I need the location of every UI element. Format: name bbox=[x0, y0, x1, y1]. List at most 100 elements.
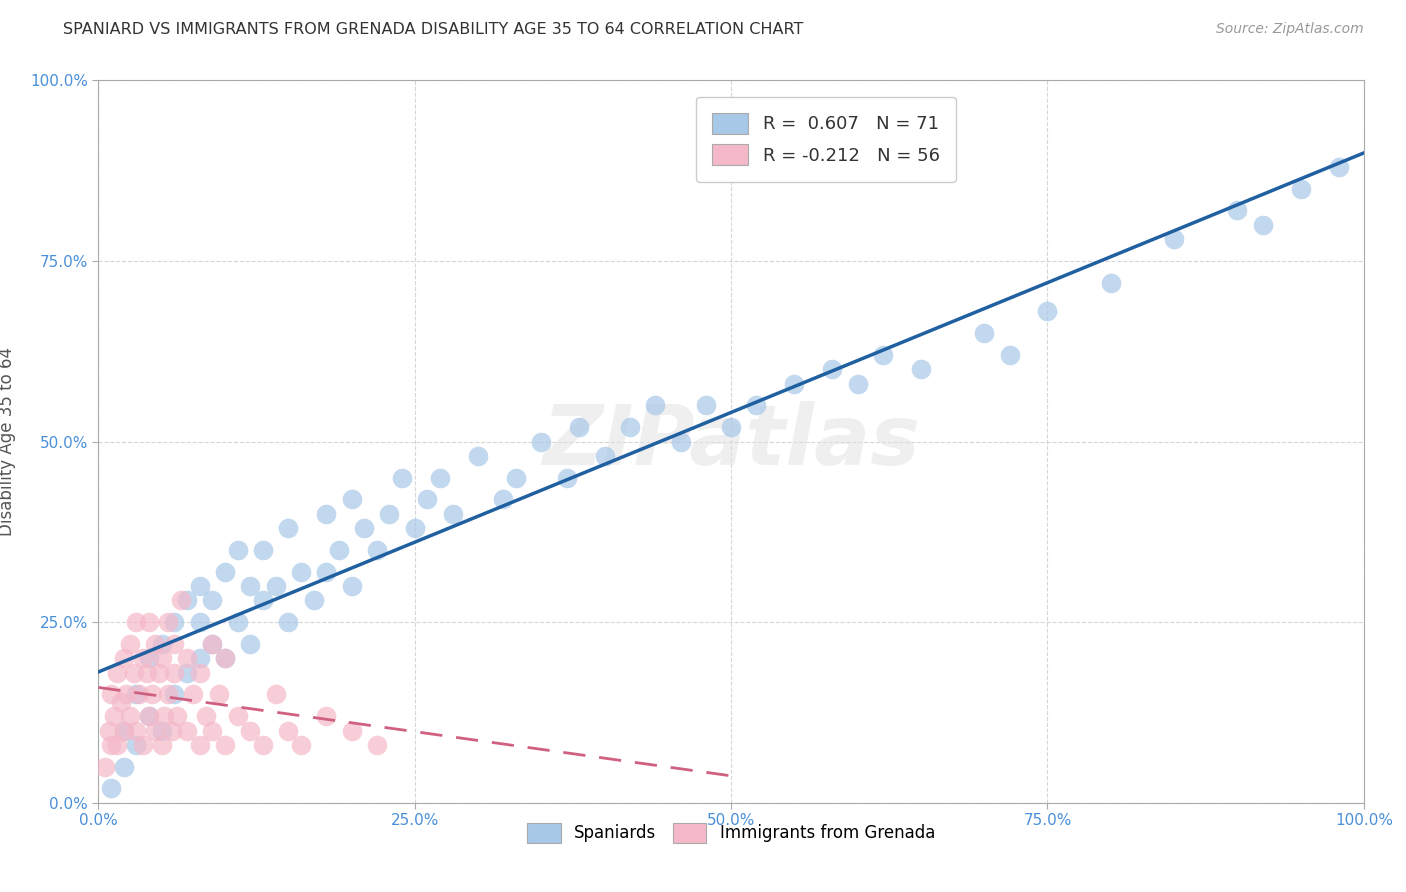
Point bbox=[239, 637, 262, 651]
Point bbox=[125, 738, 148, 752]
Point bbox=[1099, 276, 1122, 290]
Point bbox=[188, 579, 211, 593]
Point bbox=[340, 492, 363, 507]
Point bbox=[378, 507, 401, 521]
Point bbox=[157, 687, 180, 701]
Point bbox=[353, 521, 375, 535]
Point bbox=[150, 637, 173, 651]
Point bbox=[821, 362, 844, 376]
Point bbox=[264, 687, 287, 701]
Point bbox=[141, 687, 163, 701]
Point bbox=[157, 615, 180, 630]
Point bbox=[145, 723, 166, 738]
Point bbox=[872, 348, 894, 362]
Point bbox=[846, 376, 869, 391]
Point bbox=[120, 709, 141, 723]
Text: SPANIARD VS IMMIGRANTS FROM GRENADA DISABILITY AGE 35 TO 64 CORRELATION CHART: SPANIARD VS IMMIGRANTS FROM GRENADA DISA… bbox=[63, 22, 804, 37]
Point bbox=[568, 420, 591, 434]
Point bbox=[998, 348, 1021, 362]
Point bbox=[910, 362, 932, 376]
Legend: Spaniards, Immigrants from Grenada: Spaniards, Immigrants from Grenada bbox=[515, 810, 948, 856]
Point bbox=[176, 651, 198, 665]
Point bbox=[183, 687, 205, 701]
Point bbox=[100, 781, 122, 796]
Point bbox=[138, 709, 160, 723]
Point bbox=[315, 709, 337, 723]
Point bbox=[315, 565, 337, 579]
Point bbox=[166, 709, 188, 723]
Point bbox=[669, 434, 692, 449]
Point bbox=[145, 637, 166, 651]
Point bbox=[973, 326, 995, 340]
Point bbox=[214, 565, 236, 579]
Point bbox=[214, 738, 236, 752]
Point bbox=[226, 615, 249, 630]
Point bbox=[163, 637, 186, 651]
Point bbox=[169, 593, 191, 607]
Point bbox=[120, 637, 141, 651]
Point bbox=[112, 760, 135, 774]
Point bbox=[1289, 182, 1312, 196]
Point bbox=[264, 579, 287, 593]
Point bbox=[277, 521, 299, 535]
Point bbox=[492, 492, 515, 507]
Point bbox=[619, 420, 641, 434]
Point bbox=[188, 651, 211, 665]
Point bbox=[1036, 304, 1059, 318]
Point bbox=[783, 376, 806, 391]
Point bbox=[505, 470, 527, 484]
Point bbox=[132, 651, 155, 665]
Point bbox=[100, 738, 122, 752]
Point bbox=[135, 665, 157, 680]
Point bbox=[467, 449, 489, 463]
Point bbox=[93, 760, 117, 774]
Point bbox=[150, 723, 173, 738]
Point bbox=[1163, 232, 1185, 246]
Point bbox=[188, 615, 211, 630]
Point bbox=[315, 507, 337, 521]
Point bbox=[112, 723, 135, 738]
Point bbox=[163, 615, 186, 630]
Point bbox=[188, 665, 211, 680]
Point bbox=[366, 738, 388, 752]
Y-axis label: Disability Age 35 to 64: Disability Age 35 to 64 bbox=[0, 347, 15, 536]
Point bbox=[176, 665, 198, 680]
Point bbox=[97, 723, 120, 738]
Point bbox=[107, 738, 129, 752]
Point bbox=[441, 507, 464, 521]
Point bbox=[138, 709, 160, 723]
Point bbox=[107, 665, 129, 680]
Point bbox=[125, 615, 148, 630]
Point bbox=[745, 398, 768, 412]
Point bbox=[226, 709, 249, 723]
Point bbox=[239, 723, 262, 738]
Point bbox=[112, 723, 135, 738]
Point bbox=[150, 651, 173, 665]
Point bbox=[112, 651, 135, 665]
Point bbox=[1327, 160, 1350, 174]
Point bbox=[115, 687, 138, 701]
Point bbox=[201, 637, 224, 651]
Point bbox=[163, 665, 186, 680]
Point bbox=[214, 651, 236, 665]
Point bbox=[277, 615, 299, 630]
Point bbox=[110, 695, 132, 709]
Point bbox=[252, 593, 274, 607]
Point bbox=[103, 709, 125, 723]
Point bbox=[138, 615, 160, 630]
Point bbox=[644, 398, 666, 412]
Point bbox=[122, 665, 145, 680]
Point bbox=[290, 565, 312, 579]
Point bbox=[226, 542, 249, 557]
Point bbox=[252, 738, 274, 752]
Point bbox=[214, 651, 236, 665]
Point bbox=[153, 709, 176, 723]
Point bbox=[1226, 203, 1249, 218]
Point bbox=[188, 738, 211, 752]
Point bbox=[328, 542, 350, 557]
Point bbox=[201, 593, 224, 607]
Point bbox=[150, 738, 173, 752]
Point bbox=[340, 579, 363, 593]
Point bbox=[1251, 218, 1274, 232]
Point bbox=[201, 637, 224, 651]
